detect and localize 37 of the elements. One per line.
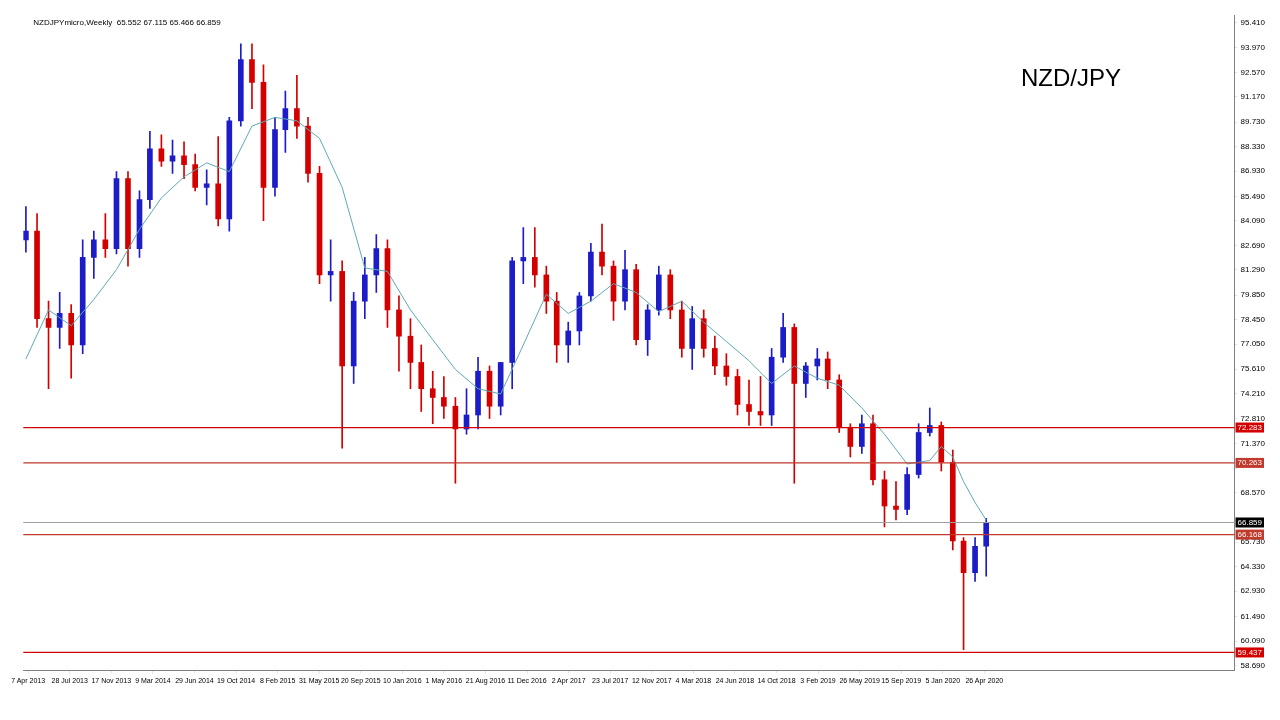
y-tick-label: 92.570 [1240,67,1266,77]
y-tick-label: 74.210 [1240,389,1266,398]
candlestick [429,370,436,425]
y-tick-label: 58.690 [1240,660,1266,670]
ref-line-label: 72.283 [1237,422,1263,432]
y-tick-label: 88.330 [1240,141,1266,151]
candlestick [441,376,447,419]
annotation: NZDJPYmicro,Weekly 65.552 67.115 65.466 66.859 [33,18,222,27]
y-tick-label: 60.090 [1240,636,1266,646]
y-tick-label: 89.730 [1240,117,1266,127]
y-tick-label: 91.170 [1240,92,1266,102]
y-tick-label: 71.370 [1240,438,1266,448]
y-tick-label: 93.970 [1240,43,1266,53]
ref-line-label: 70.263 [1237,458,1263,468]
y-tick-label: 79.850 [1240,290,1266,300]
ref-line-label: 66.859 [1237,517,1263,527]
candlestick [893,481,899,521]
y-tick-label: 81.290 [1240,265,1266,275]
y-tick-label: 77.050 [1240,339,1266,349]
y-tick-label: 82.690 [1240,240,1266,250]
y-tick-label: 78.450 [1240,314,1266,324]
y-tick-label: 61.490 [1240,611,1266,621]
y-tick-label: 64.330 [1240,561,1266,571]
ref-line-label: 59.437 [1237,647,1263,657]
candlestick [520,227,527,284]
y-tick-label: 84.090 [1240,216,1266,226]
y-tick-label: 85.490 [1240,191,1266,201]
ref-line-label: 66.168 [1237,529,1263,539]
y-tick-label: 68.570 [1240,487,1266,497]
y-tick-label: 86.930 [1240,166,1266,176]
y-tick-label: 75.610 [1240,364,1266,374]
y-tick-label: 65.730 [1240,537,1266,547]
y-tick-label: 95.410 [1240,17,1266,27]
candlestick [203,169,210,206]
y-tick-label: 62.930 [1240,586,1266,596]
annotation: NZD/JPY [1021,64,1122,92]
y-tick-label: 72.810 [1240,413,1266,423]
